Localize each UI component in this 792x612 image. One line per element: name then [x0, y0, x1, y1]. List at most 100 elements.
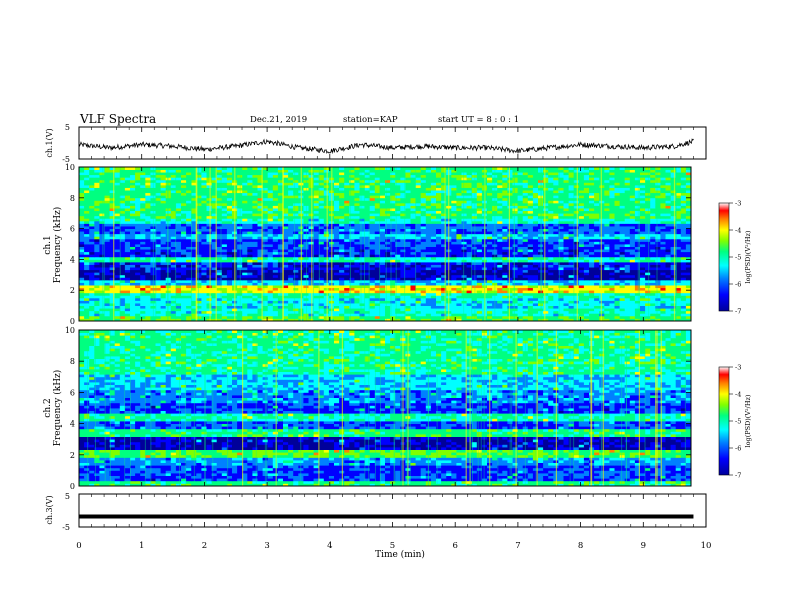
spectrogram-cell	[614, 218, 620, 222]
spectrogram-cell	[517, 285, 524, 289]
spectrogram-cell	[242, 274, 248, 278]
spectrogram-cell	[415, 264, 422, 268]
spectrogram-cell	[94, 274, 100, 278]
spectrogram-cell	[237, 226, 243, 229]
spectrogram-cell	[589, 228, 595, 232]
spectrogram-cell	[84, 249, 90, 253]
spectrogram-cell	[425, 220, 432, 224]
spectrogram-cell	[558, 292, 564, 296]
spectrogram-cell	[640, 220, 646, 224]
spectrogram-cell	[344, 297, 350, 301]
spectrogram-cell	[548, 261, 554, 265]
spectrogram-cell	[364, 274, 371, 278]
spectrogram-cell	[497, 292, 503, 296]
spectrogram-cell	[583, 308, 590, 312]
spectrogram-cell	[538, 292, 544, 296]
spectrogram-cell	[461, 318, 467, 322]
spectrogram-cell	[645, 251, 651, 255]
spectrogram-cell	[532, 264, 539, 268]
spectrogram-cell	[211, 277, 218, 281]
spectrogram-cell	[441, 267, 447, 271]
spectrogram-cell	[543, 277, 549, 281]
spectrogram-cell	[502, 313, 508, 317]
spectrogram-cell	[594, 238, 600, 242]
spectrogram-cell	[594, 259, 600, 263]
spectrogram-cell	[145, 297, 151, 301]
spectrogram-cell	[532, 315, 539, 319]
spectrogram-cell	[293, 223, 299, 227]
spectrogram-cell	[374, 264, 381, 268]
spectrogram-cell	[170, 220, 177, 224]
spectrogram-cell	[594, 303, 600, 306]
spectrogram-cell	[573, 220, 580, 224]
spectrogram-cell	[277, 267, 284, 271]
spectrogram-cell	[532, 272, 539, 276]
spectrogram-cell	[594, 251, 600, 255]
spectrogram-cell	[374, 285, 381, 289]
spectrogram-cell	[99, 228, 105, 232]
spectrogram-cell	[471, 249, 478, 253]
spectrogram-cell	[385, 246, 391, 250]
spectrogram-cell	[211, 246, 218, 250]
spectrogram-cell	[267, 292, 274, 296]
spectrogram-cell	[436, 259, 442, 263]
spectrogram-cell	[242, 218, 248, 222]
spectrogram-cell	[247, 241, 253, 245]
spectrogram-cell	[522, 246, 529, 250]
spectrogram-cell	[135, 310, 141, 314]
spectrogram-cell	[99, 303, 105, 306]
spectrogram-cell	[558, 279, 564, 283]
spectrogram-cell	[466, 220, 473, 224]
spectrogram-cell	[527, 254, 534, 258]
spectrogram-cell	[181, 315, 187, 319]
spectrogram-cell	[456, 223, 462, 227]
spectrogram-cell	[114, 228, 121, 232]
spectrogram-cell	[563, 233, 569, 237]
spectrogram-cell	[359, 295, 365, 299]
spectrogram-cell	[124, 274, 131, 278]
spectrogram-cell	[252, 236, 258, 240]
spectrogram-cell	[553, 218, 559, 222]
spectrogram-cell	[104, 279, 110, 283]
spectrogram-cell	[272, 220, 279, 224]
spectrogram-cell	[436, 287, 442, 291]
spectrogram-cell	[303, 218, 309, 222]
spectrogram-cell	[594, 226, 600, 229]
spectrogram-cell	[675, 269, 682, 273]
spectrogram-cell	[441, 287, 447, 291]
spectrogram-cell	[640, 254, 646, 258]
spectrogram-cell	[655, 259, 661, 263]
spectrogram-cell	[522, 318, 529, 322]
spectrogram-cell	[89, 300, 95, 304]
spectrogram-cell	[436, 244, 442, 247]
spectrogram-cell	[502, 315, 508, 319]
spectrogram-cell	[267, 259, 274, 263]
spectrogram-cell	[675, 223, 682, 227]
spectrogram-cell	[79, 233, 85, 237]
spectrogram-cell	[130, 264, 136, 268]
spectrogram-cell	[522, 310, 529, 314]
spectrogram-cell	[277, 282, 284, 286]
spectrogram-cell	[456, 305, 462, 309]
ch1-ytick-top: 5	[65, 123, 70, 132]
spectrogram-cell	[538, 236, 544, 240]
spectrogram-cell	[385, 308, 391, 312]
spectrogram-cell	[359, 223, 365, 227]
spectrogram-cell	[252, 313, 258, 317]
spectrogram-cell	[634, 287, 641, 291]
spectrogram-cell	[665, 272, 671, 276]
spectrogram-cell	[415, 308, 422, 312]
spectrogram-cell	[507, 246, 513, 250]
spectrogram-cell	[140, 313, 146, 317]
spectrogram-cell	[660, 308, 666, 312]
spectrogram-cell	[89, 315, 95, 319]
spectrogram-cell	[675, 287, 682, 291]
spectrogram-cell	[563, 290, 569, 294]
spectrogram-cell	[369, 249, 376, 253]
spectrogram-cell	[288, 254, 294, 258]
spectrogram-cell	[685, 290, 692, 294]
spectrogram-cell	[471, 315, 478, 319]
spectrogram-cell	[675, 220, 682, 224]
spectrogram-cell	[609, 267, 615, 271]
spectrogram-cell	[492, 290, 498, 294]
